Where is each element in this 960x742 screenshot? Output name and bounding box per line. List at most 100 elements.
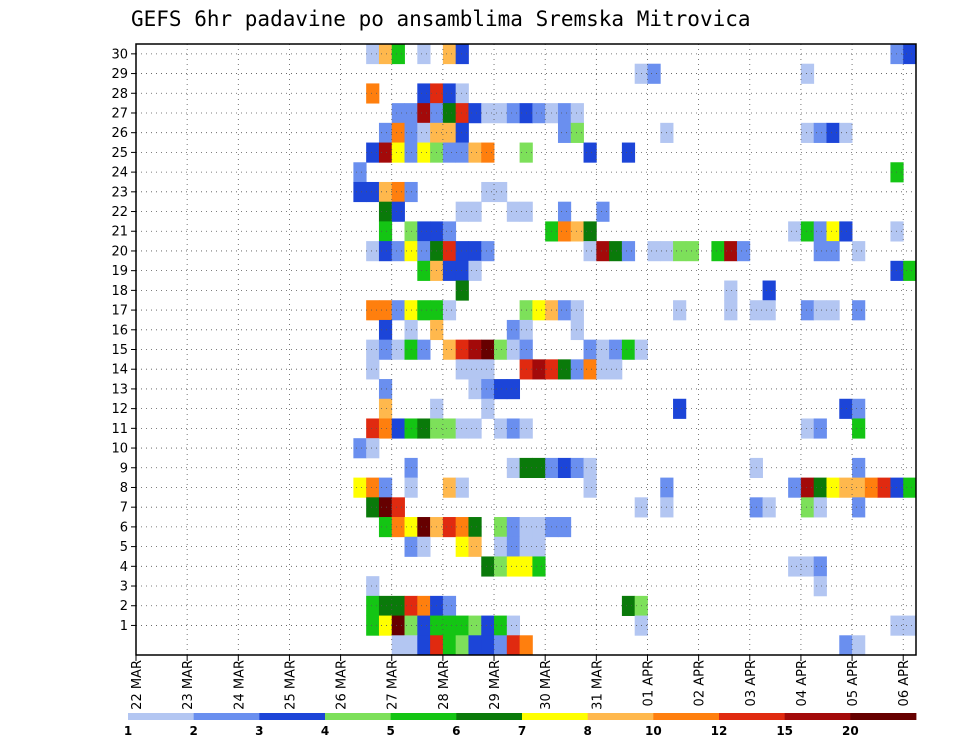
cell-m19-t24 <box>442 260 457 281</box>
y-tick-label: 30 <box>111 47 128 62</box>
cell-m5-t31 <box>532 536 546 557</box>
colorbar-label: 5 <box>386 724 394 738</box>
cell-m21-t22 <box>417 221 431 242</box>
cell-m7-t49 <box>762 497 776 518</box>
y-tick-label: 5 <box>120 540 128 555</box>
cell-m15-t29 <box>506 339 521 360</box>
x-tick-label: 24 MAR <box>232 660 247 710</box>
colorbar: 1 2 3 4 5 6 7 8 10 12 15 20 <box>124 713 917 738</box>
cell-m12-t19 <box>378 398 393 419</box>
cell-m15-t27 <box>481 339 495 360</box>
cell-m11-t25 <box>455 418 469 439</box>
cell-m17-t46 <box>724 300 738 321</box>
cell-m15-t38 <box>621 339 636 360</box>
cell-m8-t58 <box>877 477 891 498</box>
cell-m21-t54 <box>826 221 840 242</box>
cell-m30-t20 <box>391 44 405 65</box>
cell-m25-t27 <box>481 142 495 163</box>
cell-m25-t35 <box>583 142 597 163</box>
y-tick-label: 21 <box>111 225 128 240</box>
cell-m11-t52 <box>800 418 815 439</box>
cell-m9-t34 <box>570 457 584 479</box>
cell-m21-t55 <box>839 221 853 242</box>
cell-m20-t27 <box>481 241 495 262</box>
cell-m8-t56 <box>852 477 866 498</box>
cell-m15-t22 <box>417 339 431 360</box>
y-tick-label: 24 <box>111 166 128 181</box>
cell-m25-t26 <box>468 142 482 163</box>
cell-m12-t55 <box>839 398 853 419</box>
x-tick-label: 27 MAR <box>386 660 401 710</box>
cell-m18-t25 <box>455 280 469 301</box>
colorbar-swatch <box>259 713 326 720</box>
cell-m20-t56 <box>852 241 866 262</box>
cell-m6-t28 <box>494 517 508 538</box>
cell-m1-t28 <box>494 615 508 636</box>
colorbar-label: 1 <box>124 724 132 738</box>
cell-m25-t38 <box>621 142 636 163</box>
cell-m2-t18 <box>366 595 380 616</box>
cell-m30-t25 <box>455 44 469 65</box>
cell-m17-t18 <box>366 300 380 321</box>
cell-m0-t28 <box>494 635 508 656</box>
heatmap-cells <box>353 44 917 656</box>
cell-m20-t35 <box>583 241 597 262</box>
cell-m20-t20 <box>391 241 405 262</box>
cell-m11-t19 <box>378 418 393 439</box>
cell-m9-t31 <box>532 457 546 479</box>
colorbar-label: 20 <box>842 724 859 738</box>
y-tick-label: 19 <box>111 264 128 279</box>
cell-m0-t55 <box>839 635 853 656</box>
cell-m9-t29 <box>506 457 521 479</box>
cell-m1-t59 <box>890 615 904 636</box>
cell-m30-t59 <box>890 44 904 65</box>
cell-m14-t37 <box>609 359 623 380</box>
colorbar-swatch <box>390 713 457 720</box>
cell-m17-t33 <box>557 300 572 321</box>
cell-m17-t22 <box>417 300 431 321</box>
y-tick-label: 3 <box>120 580 128 595</box>
colorbar-label: 10 <box>645 724 662 738</box>
cell-m21-t51 <box>788 221 802 242</box>
y-axis: 1234567891011121314151617181920212223242… <box>111 47 136 634</box>
cell-m20-t46 <box>724 241 738 262</box>
cell-m1-t26 <box>468 615 482 636</box>
cell-m0-t20 <box>391 635 405 656</box>
cell-m20-t45 <box>711 241 725 262</box>
cell-m2-t22 <box>417 595 431 616</box>
colorbar-swatch <box>850 713 917 720</box>
cell-m27-t25 <box>455 103 469 124</box>
colorbar-label: 6 <box>452 724 460 738</box>
cell-m21-t34 <box>570 221 584 242</box>
y-tick-label: 2 <box>120 599 128 614</box>
cell-m0-t26 <box>468 635 482 656</box>
cell-m13-t26 <box>468 379 482 400</box>
cell-m20-t53 <box>813 241 827 262</box>
cell-m25-t18 <box>366 142 380 163</box>
y-tick-label: 4 <box>120 560 128 575</box>
cell-m18-t46 <box>724 280 738 301</box>
cell-m0-t30 <box>519 635 533 656</box>
cell-m14-t33 <box>557 359 572 380</box>
cell-m8-t25 <box>455 477 469 498</box>
cell-m16-t34 <box>570 319 584 341</box>
cell-m20-t24 <box>442 241 457 262</box>
cell-m11-t22 <box>417 418 431 439</box>
cell-m1-t24 <box>442 615 457 636</box>
cell-m24-t59 <box>890 162 904 183</box>
cell-m14-t36 <box>596 359 610 380</box>
y-tick-label: 14 <box>111 363 128 378</box>
cell-m3-t18 <box>366 576 380 597</box>
cell-m28-t25 <box>455 83 469 104</box>
cell-m29-t40 <box>647 63 661 84</box>
cell-m6-t31 <box>532 517 546 538</box>
cell-m11-t53 <box>813 418 827 439</box>
cell-m19-t60 <box>903 260 917 281</box>
colorbar-label: 15 <box>776 724 793 738</box>
y-tick-label: 18 <box>111 284 128 299</box>
cell-m30-t19 <box>378 44 393 65</box>
cell-m0-t27 <box>481 635 495 656</box>
cell-m8-t55 <box>839 477 853 498</box>
cell-m1-t19 <box>378 615 393 636</box>
cell-m8-t53 <box>813 477 827 498</box>
